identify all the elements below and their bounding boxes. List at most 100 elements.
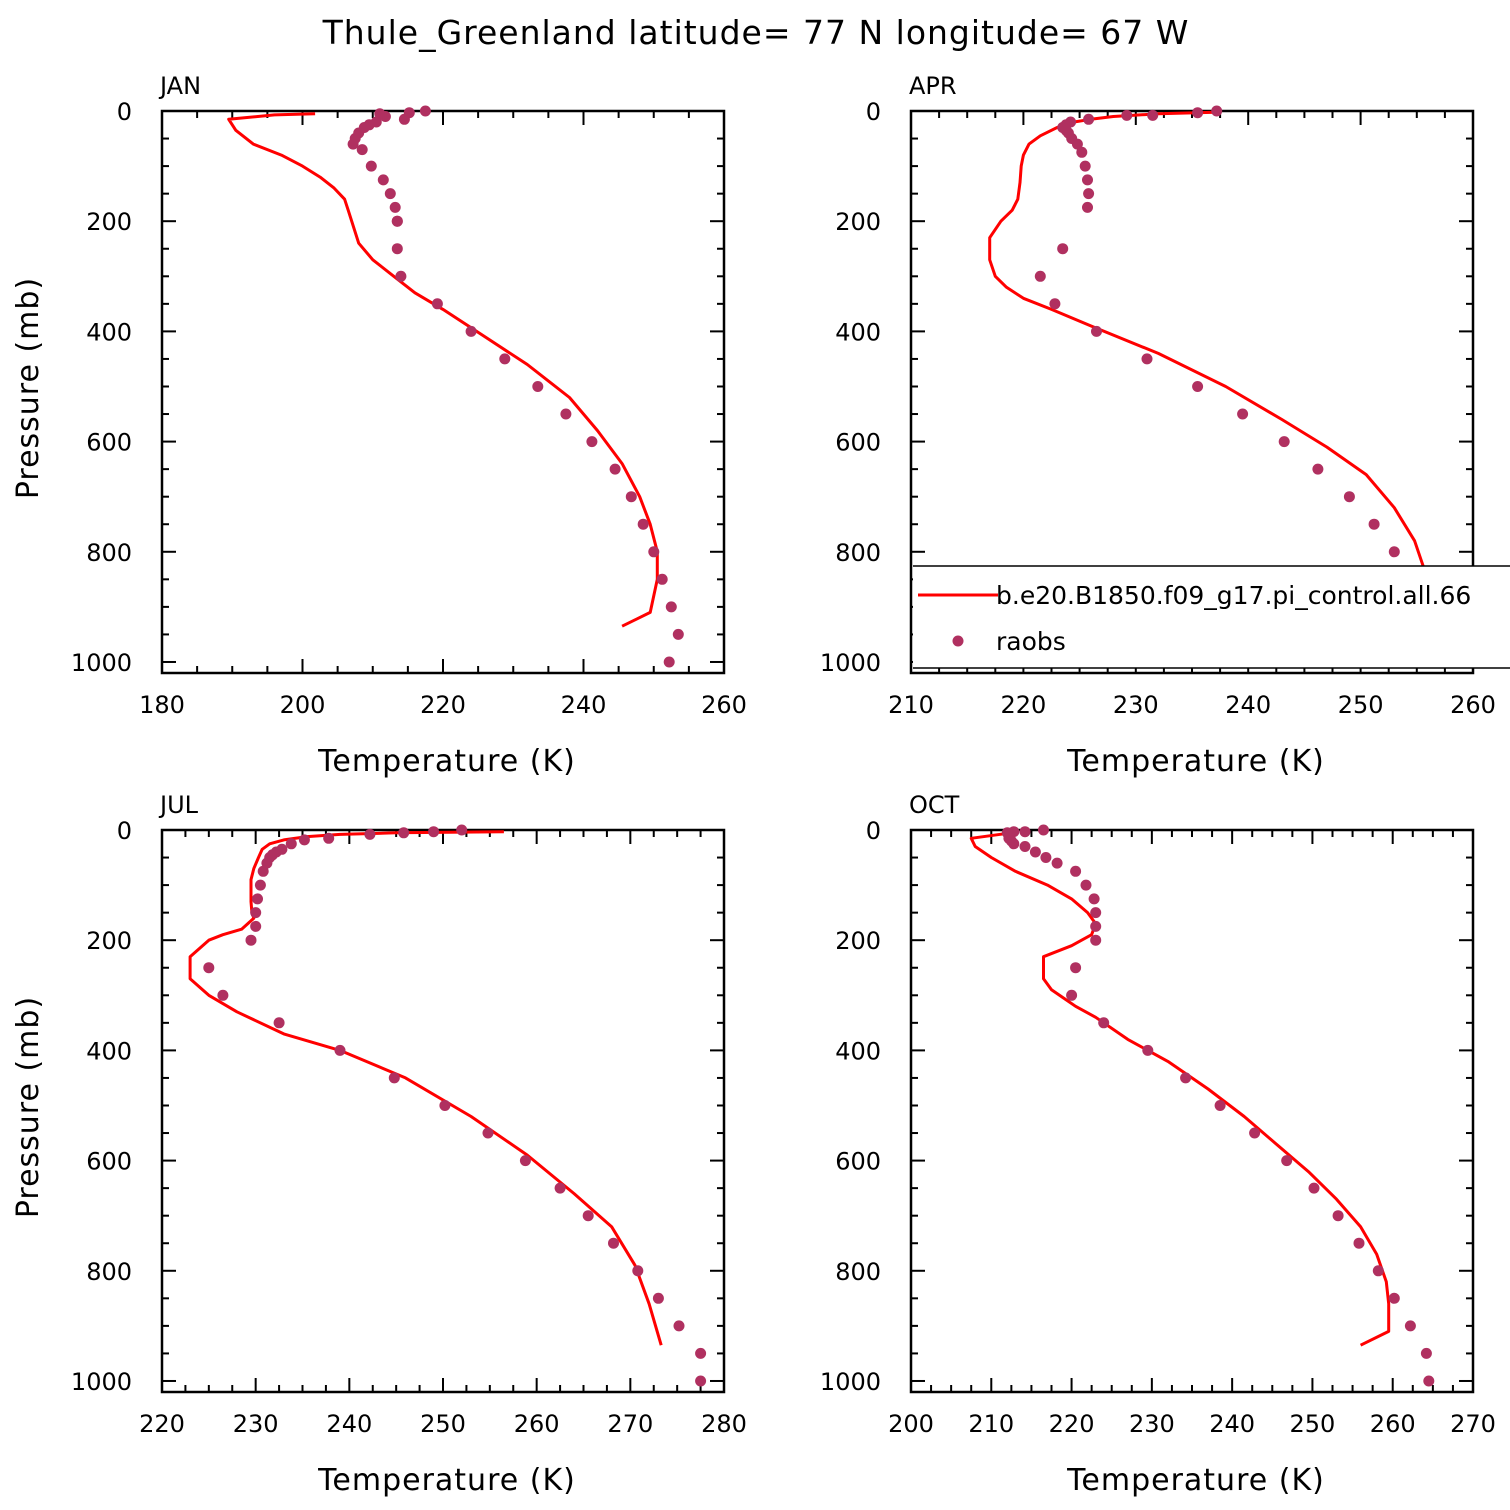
obs-point bbox=[1388, 546, 1400, 558]
obs-point bbox=[1343, 491, 1355, 503]
panel-label: OCT bbox=[909, 791, 960, 819]
y-tick-label: 600 bbox=[86, 429, 132, 457]
panels-layer: JAN 180 200 220 240 260 0 200 400 600 800 1000 Tempe… bbox=[11, 72, 1496, 1498]
obs-point bbox=[1080, 879, 1092, 891]
obs-point bbox=[1049, 298, 1061, 310]
obs-point bbox=[1420, 1347, 1432, 1359]
y-tick-label: 1000 bbox=[71, 649, 132, 677]
x-tick-label: 260 bbox=[1370, 1410, 1416, 1438]
y-tick-label: 200 bbox=[86, 927, 132, 955]
panel-label: JAN bbox=[158, 72, 201, 100]
model-series-line bbox=[969, 831, 1391, 1347]
obs-point bbox=[389, 201, 401, 213]
obs-point bbox=[665, 601, 677, 613]
obs-point bbox=[456, 824, 468, 836]
obs-point bbox=[203, 962, 215, 974]
obs-point bbox=[298, 834, 310, 846]
obs-point bbox=[1091, 325, 1102, 337]
obs-point bbox=[261, 857, 273, 869]
y-tick-label: 0 bbox=[866, 98, 881, 126]
obs-point bbox=[672, 628, 684, 640]
obs-point bbox=[1071, 138, 1083, 150]
obs-point bbox=[1083, 188, 1095, 200]
x-tick-label: 260 bbox=[1450, 691, 1496, 719]
y-tick-label: 400 bbox=[835, 1037, 881, 1065]
obs-point bbox=[695, 1347, 707, 1359]
y-tick-label: 0 bbox=[117, 98, 132, 126]
x-tick-label: 210 bbox=[888, 691, 934, 719]
x-tick-label: 200 bbox=[280, 691, 326, 719]
panel-jan: JAN 180 200 220 240 260 0 200 400 600 800 1000 Tempe… bbox=[11, 72, 747, 779]
obs-point bbox=[1076, 146, 1088, 158]
obs-point bbox=[637, 518, 649, 530]
obs-point bbox=[431, 298, 443, 310]
obs-point bbox=[254, 879, 266, 891]
obs-point bbox=[1090, 934, 1102, 946]
obs-point bbox=[1040, 852, 1052, 863]
x-axis-label: Temperature (K) bbox=[1066, 1463, 1325, 1498]
x-tick-label: 280 bbox=[701, 1410, 747, 1438]
obs-point bbox=[560, 408, 572, 420]
x-tick-label: 250 bbox=[420, 1410, 466, 1438]
obs-point bbox=[656, 573, 668, 585]
obs-point bbox=[217, 989, 229, 1001]
obs-point bbox=[374, 108, 386, 120]
obs-point bbox=[1090, 907, 1102, 919]
y-tick-label: 0 bbox=[866, 817, 881, 845]
y-tick-label: 1000 bbox=[71, 1368, 132, 1396]
x-tick-label: 270 bbox=[1450, 1410, 1496, 1438]
obs-point bbox=[323, 832, 335, 844]
y-tick-label: 600 bbox=[835, 429, 881, 457]
obs-point bbox=[428, 826, 440, 838]
obs-point bbox=[1388, 1292, 1400, 1304]
obs-point bbox=[586, 436, 598, 448]
y-tick-label: 800 bbox=[86, 1258, 132, 1286]
obs-point bbox=[1051, 857, 1063, 869]
obs-point bbox=[1057, 243, 1069, 255]
obs-point bbox=[1121, 109, 1133, 121]
obs-point bbox=[532, 381, 544, 392]
x-tick-label: 240 bbox=[326, 1410, 372, 1438]
y-tick-label: 400 bbox=[835, 318, 881, 346]
obs-point bbox=[391, 243, 403, 255]
obs-point bbox=[625, 491, 637, 503]
x-tick-label: 250 bbox=[1338, 691, 1384, 719]
model-series-line bbox=[988, 110, 1432, 634]
obs-point bbox=[1082, 201, 1093, 213]
obs-point bbox=[384, 188, 396, 200]
x-tick-label: 260 bbox=[701, 691, 747, 719]
obs-point bbox=[554, 1182, 566, 1194]
obs-point bbox=[334, 1044, 346, 1056]
x-tick-label: 270 bbox=[607, 1410, 653, 1438]
x-tick-label: 230 bbox=[1113, 691, 1159, 719]
obs-point bbox=[252, 893, 263, 905]
obs-point bbox=[1082, 174, 1093, 186]
model-series-line bbox=[188, 830, 663, 1346]
obs-point bbox=[250, 920, 262, 932]
y-tick-label: 200 bbox=[835, 927, 881, 955]
x-tick-label: 200 bbox=[888, 1410, 934, 1438]
x-tick-label: 220 bbox=[1049, 1410, 1095, 1438]
obs-point bbox=[1083, 113, 1095, 125]
obs-point bbox=[1034, 270, 1046, 282]
obs-point bbox=[695, 1375, 707, 1387]
panel-label: APR bbox=[909, 72, 957, 100]
obs-point bbox=[1214, 1100, 1226, 1111]
obs-point bbox=[364, 828, 376, 840]
x-tick-label: 250 bbox=[1290, 1410, 1336, 1438]
obs-point bbox=[1090, 920, 1102, 932]
obs-point bbox=[365, 160, 377, 172]
obs-point bbox=[582, 1210, 594, 1222]
plot-frame bbox=[160, 828, 726, 1394]
obs-point bbox=[1019, 826, 1031, 838]
legend-obs-label: raobs bbox=[996, 627, 1066, 656]
x-tick-label: 240 bbox=[1209, 1410, 1255, 1438]
obs-point bbox=[1079, 160, 1091, 172]
obs-point bbox=[398, 113, 410, 125]
obs-point bbox=[1142, 1044, 1154, 1056]
panel-label: JUL bbox=[158, 791, 199, 819]
obs-point bbox=[519, 1155, 531, 1167]
obs-point bbox=[1192, 381, 1204, 392]
obs-point bbox=[1237, 408, 1249, 420]
